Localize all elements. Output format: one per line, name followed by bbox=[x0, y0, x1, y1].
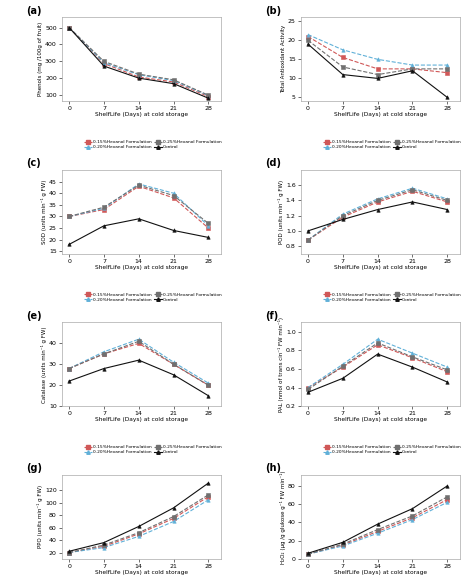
Legend: 0.15%Hexanol Formulation, 0.20%Hexanol Formulation, 0.25%Hexanol Formulation, Co: 0.15%Hexanol Formulation, 0.20%Hexanol F… bbox=[84, 140, 222, 149]
Text: (e): (e) bbox=[27, 311, 42, 321]
X-axis label: ShelfLife (Days) at cold storage: ShelfLife (Days) at cold storage bbox=[95, 570, 188, 575]
Legend: 0.15%Hexanol Formulation, 0.20%Hexanol Formulation, 0.25%Hexanol Formulation, Co: 0.15%Hexanol Formulation, 0.20%Hexanol F… bbox=[323, 140, 461, 149]
X-axis label: ShelfLife (Days) at cold storage: ShelfLife (Days) at cold storage bbox=[95, 112, 188, 118]
X-axis label: ShelfLife (Days) at cold storage: ShelfLife (Days) at cold storage bbox=[334, 417, 427, 423]
X-axis label: ShelfLife (Days) at cold storage: ShelfLife (Days) at cold storage bbox=[95, 417, 188, 423]
Y-axis label: PPO (units min⁻¹ g FW): PPO (units min⁻¹ g FW) bbox=[37, 485, 43, 548]
X-axis label: ShelfLife (Days) at cold storage: ShelfLife (Days) at cold storage bbox=[334, 112, 427, 118]
Legend: 0.15%Hexanol Formulation, 0.20%Hexanol Formulation, 0.25%Hexanol Formulation, Co: 0.15%Hexanol Formulation, 0.20%Hexanol F… bbox=[84, 445, 222, 454]
Legend: 0.15%Hexanol Formulation, 0.20%Hexanol Formulation, 0.25%Hexanol Formulation, Co: 0.15%Hexanol Formulation, 0.20%Hexanol F… bbox=[323, 445, 461, 454]
Legend: 0.15%Hexanol Formulation, 0.20%Hexanol Formulation, 0.25%Hexanol Formulation, Co: 0.15%Hexanol Formulation, 0.20%Hexanol F… bbox=[84, 293, 222, 301]
Text: (h): (h) bbox=[265, 463, 282, 473]
Y-axis label: SOD (units min⁻¹ g FW): SOD (units min⁻¹ g FW) bbox=[41, 180, 47, 244]
Y-axis label: Phenols (mg /100g of fruit): Phenols (mg /100g of fruit) bbox=[38, 22, 43, 97]
Text: (b): (b) bbox=[265, 6, 282, 16]
Text: (g): (g) bbox=[27, 463, 43, 473]
Y-axis label: PAL (nmol of trans cin⁻¹ FW min⁻¹): PAL (nmol of trans cin⁻¹ FW min⁻¹) bbox=[278, 317, 284, 412]
Text: (c): (c) bbox=[27, 158, 41, 168]
Y-axis label: POD (units min⁻¹ g FW): POD (units min⁻¹ g FW) bbox=[278, 180, 284, 244]
Text: (f): (f) bbox=[265, 311, 279, 321]
Y-axis label: H₂O₂ (μg /g glukose g⁻¹ FW min⁻¹): H₂O₂ (μg /g glukose g⁻¹ FW min⁻¹) bbox=[280, 470, 286, 563]
Legend: 0.15%Hexanol Formulation, 0.20%Hexanol Formulation, 0.25%Hexanol Formulation, Co: 0.15%Hexanol Formulation, 0.20%Hexanol F… bbox=[323, 293, 461, 301]
Text: (a): (a) bbox=[27, 6, 42, 16]
Text: (d): (d) bbox=[265, 158, 282, 168]
Y-axis label: Total Antioxidant Activity: Total Antioxidant Activity bbox=[281, 25, 286, 94]
Y-axis label: Catalase (units min⁻¹ g FW): Catalase (units min⁻¹ g FW) bbox=[41, 326, 47, 403]
X-axis label: ShelfLife (Days) at cold storage: ShelfLife (Days) at cold storage bbox=[334, 265, 427, 270]
X-axis label: ShelfLife (Days) at cold storage: ShelfLife (Days) at cold storage bbox=[334, 570, 427, 575]
X-axis label: ShelfLife (Days) at cold storage: ShelfLife (Days) at cold storage bbox=[95, 265, 188, 270]
